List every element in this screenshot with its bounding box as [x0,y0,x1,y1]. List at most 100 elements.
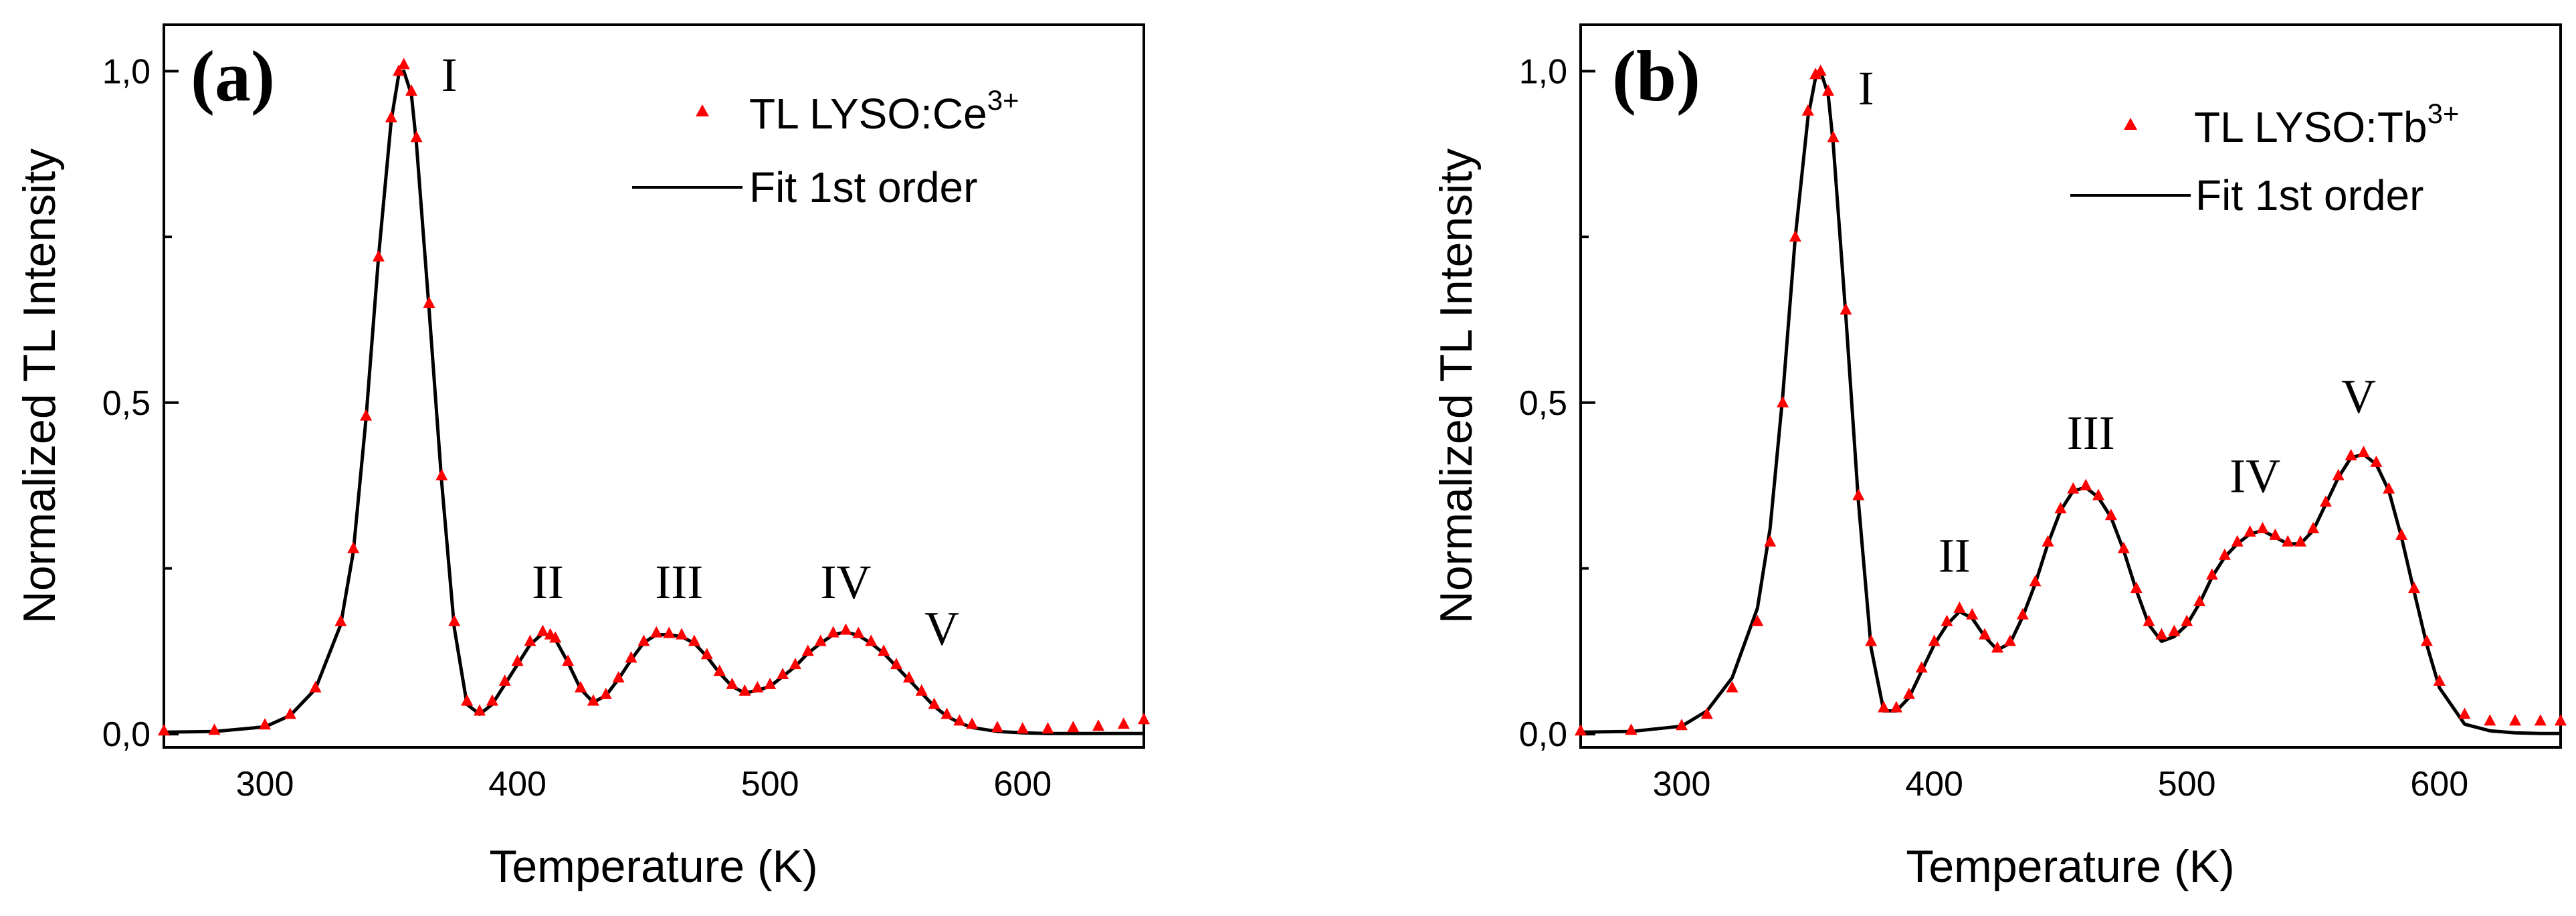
data-point [1852,488,1865,500]
data-point [2282,535,2294,547]
data-point [2319,495,2332,507]
data-point [1979,628,1991,640]
data-point [2370,455,2383,467]
data-point [385,110,397,122]
data-point [347,541,360,553]
data-point [890,658,902,670]
data-point [2555,714,2567,726]
data-point [1676,719,1688,731]
data-point [1042,722,1054,734]
data-point [208,723,221,735]
data-point [587,694,599,706]
data-point [650,626,663,638]
data-point [2383,482,2395,494]
data-point [405,84,417,96]
data-point [1814,64,1827,76]
data-point [2016,608,2029,620]
data-point [1890,701,1902,713]
x-tick-label: 600 [993,765,1052,804]
data-point [1991,641,2003,653]
data-point [625,651,637,663]
data-point [1915,661,1928,673]
data-point [562,654,575,666]
legend-data-label: TL LYSO:Ce3+ [749,84,1019,138]
data-point [2080,478,2092,490]
data-point [1016,722,1029,734]
data-point [259,718,271,730]
legend-data-label: TL LYSO:Tb3+ [2194,98,2459,151]
peak-label: IV [820,555,871,609]
y-tick-label: 0,0 [102,715,151,754]
data-point [738,684,751,696]
data-point [1067,721,1080,733]
data-point [2181,614,2193,626]
data-point [423,296,435,308]
data-point [1726,680,1739,693]
data-point [448,614,461,626]
data-point [1764,535,1777,547]
data-point [1928,634,1941,646]
legend-fit-label: Fit 1st order [2195,171,2423,219]
data-point [1117,717,1130,729]
data-point [2484,714,2496,726]
data-point [2408,581,2420,593]
x-tick-label: 400 [1905,765,1963,804]
data-point [637,634,650,646]
data-point [2420,634,2433,646]
peak-label: II [532,555,564,609]
data-point [1827,130,1840,143]
y-tick-label: 0,5 [102,384,151,423]
legend: TL LYSO:Tb3+ Fit 1st order [2070,98,2459,219]
fit-line [1580,69,2561,735]
data-point [1777,395,1789,407]
peak-label: V [924,602,959,655]
data-point [2054,502,2067,514]
x-tick-label: 300 [236,765,294,804]
peak-label: II [1939,529,1971,582]
data-point [2357,446,2370,458]
data-point [789,658,801,670]
panel-label: (b) [1612,37,1700,116]
data-point [1575,724,1587,736]
data-point [2205,568,2218,580]
data-point [928,697,940,709]
data-point [777,668,789,679]
data-point [2244,525,2256,537]
data-point [915,684,928,696]
data-point [410,130,423,143]
data-point [397,58,410,70]
data-point [486,694,498,706]
data-point [334,614,347,626]
data-point [1953,601,1966,613]
data-point [536,624,549,636]
data-point [966,717,979,729]
peak-label: V [2341,370,2376,424]
y-axis-title: Normalized TL Intensity [1431,149,1482,624]
y-axis-title: Normalized TL Intensity [14,149,65,624]
data-point [2509,714,2521,726]
data-point [2104,509,2117,521]
data-point [827,626,839,638]
data-point [309,680,322,693]
data-point [360,409,373,421]
data-point [1878,701,1890,713]
data-point [1966,608,1979,620]
x-axis-title: Temperature (K) [489,841,817,892]
data-point [2117,541,2130,553]
data-point [1801,104,1814,116]
data-point [599,687,612,699]
data-point [700,648,713,660]
data-point [2345,449,2357,460]
data-point [461,694,474,706]
tick-layer: 300 400 500 600 0,0 0,5 1,0 [1519,52,2468,804]
data-point [2003,634,2016,646]
data-point [1822,84,1834,96]
data-point [2433,674,2446,686]
data-point [663,626,676,638]
data-point [372,250,385,262]
data-point [498,674,511,686]
data-point [726,677,738,689]
